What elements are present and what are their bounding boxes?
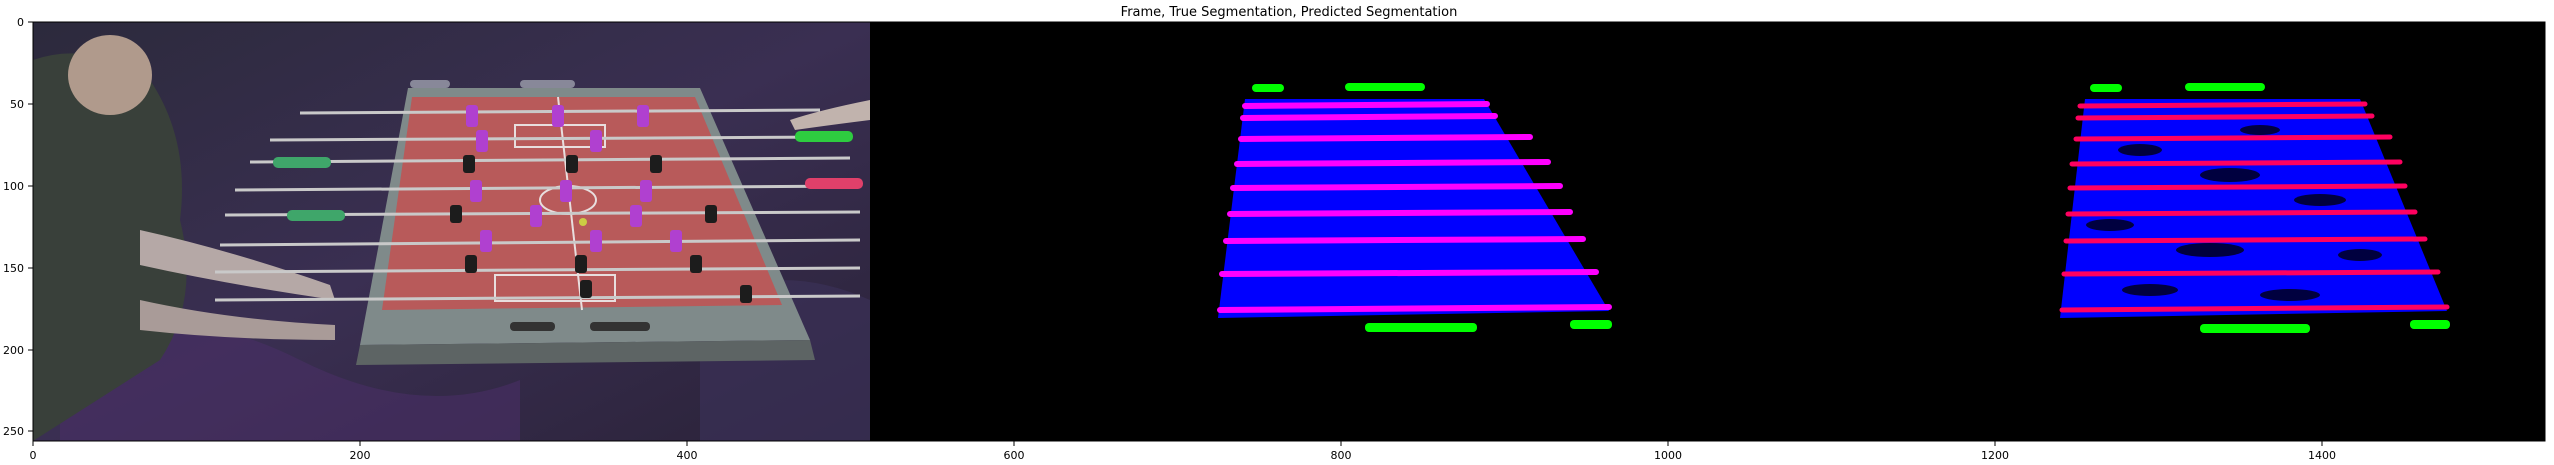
x-tick-label: 400 [677, 449, 698, 462]
x-tick-label: 0 [30, 449, 37, 462]
y-tick-label: 150 [3, 262, 24, 275]
x-tick-label: 1400 [2308, 449, 2336, 462]
x-axis: 0 200 400 600 800 1000 1200 1400 [30, 441, 2336, 462]
y-tick-label: 0 [17, 16, 24, 29]
axes [33, 22, 2545, 441]
y-tick-label: 100 [3, 180, 24, 193]
x-tick-label: 600 [1004, 449, 1025, 462]
y-tick-label: 250 [3, 425, 24, 438]
y-tick-label: 200 [3, 344, 24, 357]
predicted-segmentation-panel [2059, 83, 2450, 333]
y-tick-label: 50 [10, 98, 24, 111]
x-tick-label: 200 [350, 449, 371, 462]
true-segmentation-panel [1217, 83, 1612, 332]
x-tick-label: 800 [1331, 449, 1352, 462]
frame-panel [33, 22, 870, 441]
x-tick-label: 1000 [1654, 449, 1682, 462]
y-axis: 0 50 100 150 200 250 [3, 16, 33, 438]
figure-title: Frame, True Segmentation, Predicted Segm… [1121, 5, 1458, 20]
axes-frame [32, 21, 2546, 442]
x-tick-label: 1200 [1981, 449, 2009, 462]
